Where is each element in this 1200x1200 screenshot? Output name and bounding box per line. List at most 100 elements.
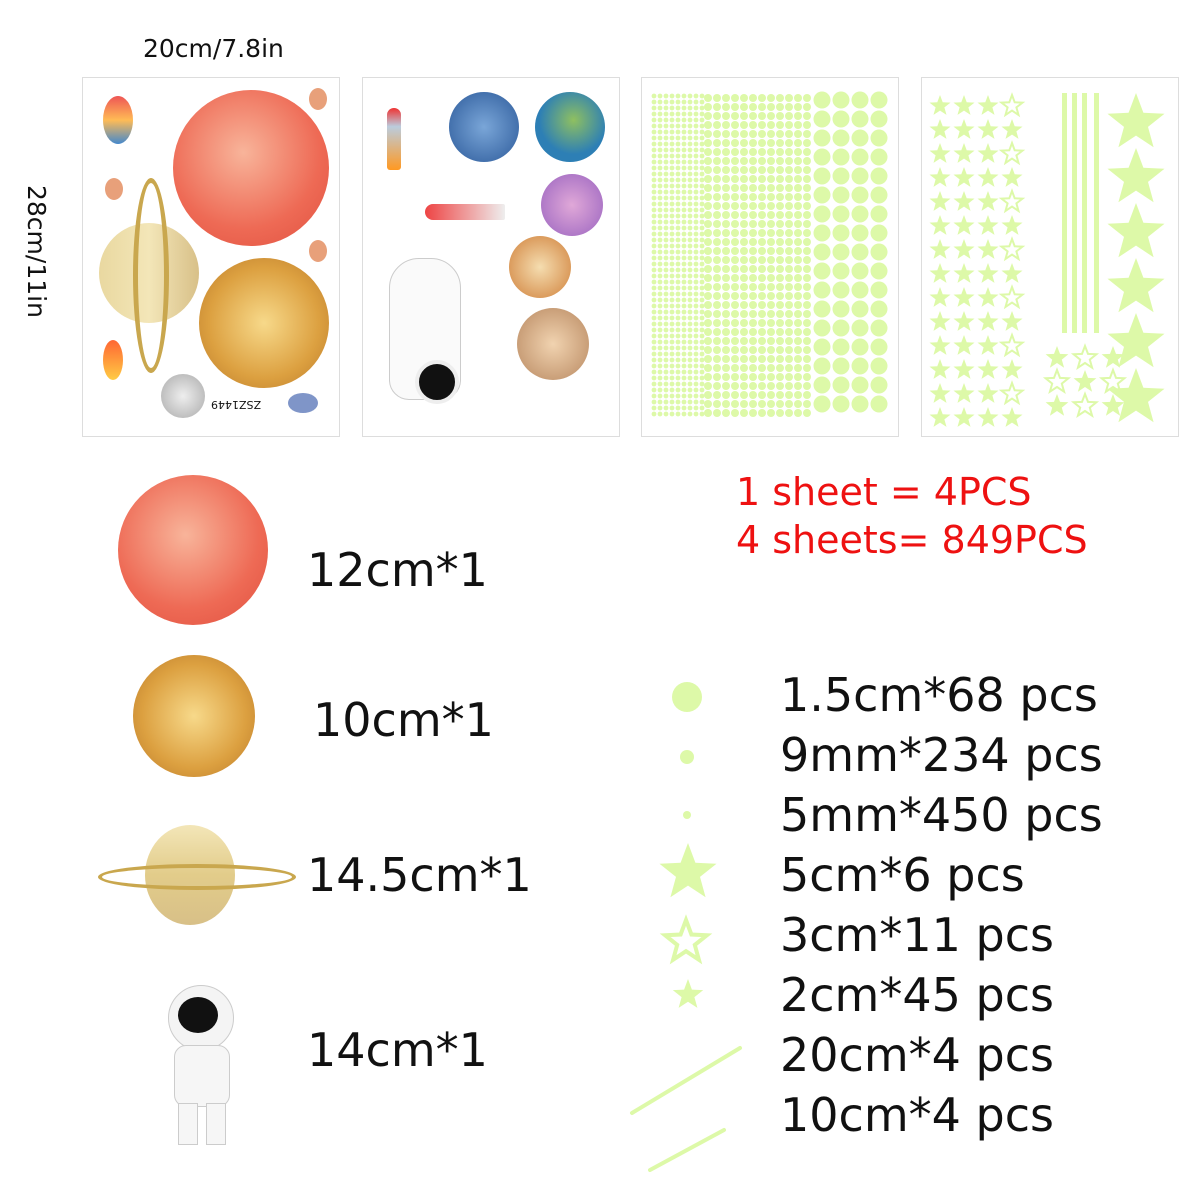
glow-star — [929, 143, 951, 163]
glow-dot — [657, 369, 663, 375]
glow-dot — [699, 393, 705, 399]
glow-dot — [870, 129, 888, 147]
glow-dot — [740, 220, 748, 228]
glow-dot — [776, 247, 784, 255]
glow-dot — [785, 94, 793, 102]
glow-dot — [657, 249, 663, 255]
glow-dot — [657, 153, 663, 159]
glow-dot — [749, 355, 757, 363]
glow-dot — [767, 175, 775, 183]
glow-dot — [687, 405, 693, 411]
glow-dot — [675, 381, 681, 387]
glow-dot — [704, 283, 712, 291]
glow-dot — [722, 130, 730, 138]
glow-dot — [813, 376, 831, 394]
glow-dot — [675, 411, 681, 417]
glow-dot — [675, 327, 681, 333]
glow-dot — [740, 247, 748, 255]
glow-dot — [870, 186, 888, 204]
glow-dot — [870, 205, 888, 223]
glow-dot — [740, 310, 748, 318]
glow-dot — [722, 94, 730, 102]
glow-dot — [651, 153, 657, 159]
glow-dot — [704, 94, 712, 102]
glow-dot — [767, 283, 775, 291]
glow-dot — [713, 175, 721, 183]
glow-dot — [794, 202, 802, 210]
glow-dot — [758, 382, 766, 390]
glow-dot — [669, 273, 675, 279]
glow-star — [1107, 258, 1165, 313]
glow-dot — [675, 219, 681, 225]
glow-dot — [651, 399, 657, 405]
glow-dot — [657, 213, 663, 219]
glow-dot — [651, 411, 657, 417]
glow-star — [953, 407, 975, 427]
glow-star — [929, 263, 951, 283]
glow-dot — [704, 400, 712, 408]
glow-dot — [832, 319, 850, 337]
glow-dot — [776, 310, 784, 318]
glow-dot — [767, 391, 775, 399]
glow-dot — [731, 355, 739, 363]
glow-dot — [785, 355, 793, 363]
glow-dot — [669, 237, 675, 243]
glow-dot — [669, 153, 675, 159]
glow-star — [1101, 346, 1125, 368]
glow-star — [977, 263, 999, 283]
glow-dot — [687, 357, 693, 363]
glow-dot — [704, 373, 712, 381]
large-dot-icon — [672, 682, 702, 712]
glow-dot — [713, 184, 721, 192]
glow-dot — [669, 369, 675, 375]
glow-dot — [681, 309, 687, 315]
glow-dot — [693, 363, 699, 369]
glow-dot — [803, 391, 811, 399]
glow-dot — [731, 184, 739, 192]
glow-dot — [669, 183, 675, 189]
glow-dot — [657, 171, 663, 177]
sticker-label: 12cm*1 — [307, 543, 488, 597]
glow-dot — [681, 405, 687, 411]
glow-dot — [669, 363, 675, 369]
glow-star — [929, 239, 951, 259]
planets-sheet: ZSZ1449 — [82, 77, 340, 437]
glow-dot — [663, 327, 669, 333]
glow-dot — [740, 364, 748, 372]
glow-dot — [699, 279, 705, 285]
glow-dot — [693, 345, 699, 351]
summary-per-sheet: 1 sheet = 4PCS — [736, 470, 1032, 514]
glow-dot — [794, 166, 802, 174]
glow-dot — [749, 139, 757, 147]
glow-dot — [713, 148, 721, 156]
glow-dot — [663, 189, 669, 195]
glow-dot — [713, 382, 721, 390]
glow-dot — [669, 375, 675, 381]
glow-meteor — [1062, 93, 1067, 333]
glow-dot — [651, 195, 657, 201]
glow-dot — [663, 279, 669, 285]
glow-dot — [693, 333, 699, 339]
glow-dot — [740, 391, 748, 399]
glow-dot — [651, 213, 657, 219]
glow-star — [998, 236, 1026, 262]
glow-dot — [767, 364, 775, 372]
glow-dot — [722, 310, 730, 318]
glow-dots-sheet — [641, 77, 899, 437]
glow-dot — [699, 135, 705, 141]
glow-dot — [663, 297, 669, 303]
glow-dot — [758, 220, 766, 228]
glow-dot — [699, 207, 705, 213]
glow-dot — [687, 93, 693, 99]
glow-dot — [813, 262, 831, 280]
glow-dot — [740, 355, 748, 363]
glow-dot — [794, 373, 802, 381]
glow-dot — [681, 327, 687, 333]
glow-dot — [693, 309, 699, 315]
glow-dot — [832, 91, 850, 109]
glow-dot — [687, 195, 693, 201]
glow-dot — [767, 121, 775, 129]
glow-dot — [740, 184, 748, 192]
glow-dot — [663, 141, 669, 147]
glow-dot — [704, 256, 712, 264]
